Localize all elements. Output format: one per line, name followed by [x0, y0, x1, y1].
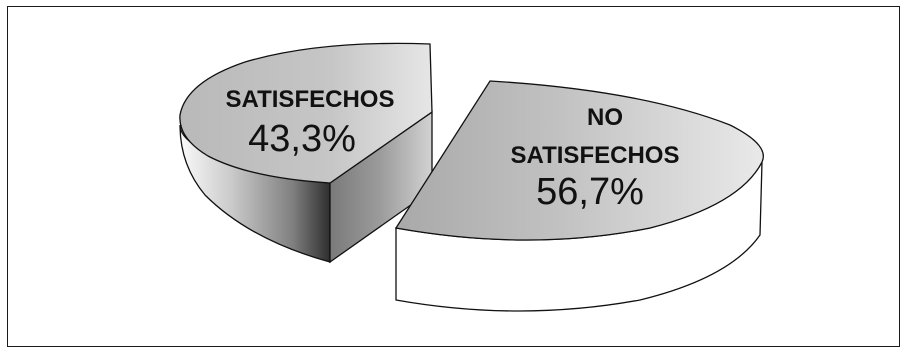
slice-satisfechos-label: SATISFECHOS — [226, 86, 395, 113]
slice-no-satisfechos-value-label: 56,7% — [536, 171, 644, 213]
slice-satisfechos-top — [179, 42, 433, 184]
slice-satisfechos-value-label: 43,3% — [248, 118, 356, 160]
slice-no-satisfechos-label-line-1: NO — [587, 104, 623, 131]
slice-no-satisfechos-label-line-2: SATISFECHOS — [511, 142, 680, 169]
slice-no-satisfechos-top — [394, 80, 764, 241]
